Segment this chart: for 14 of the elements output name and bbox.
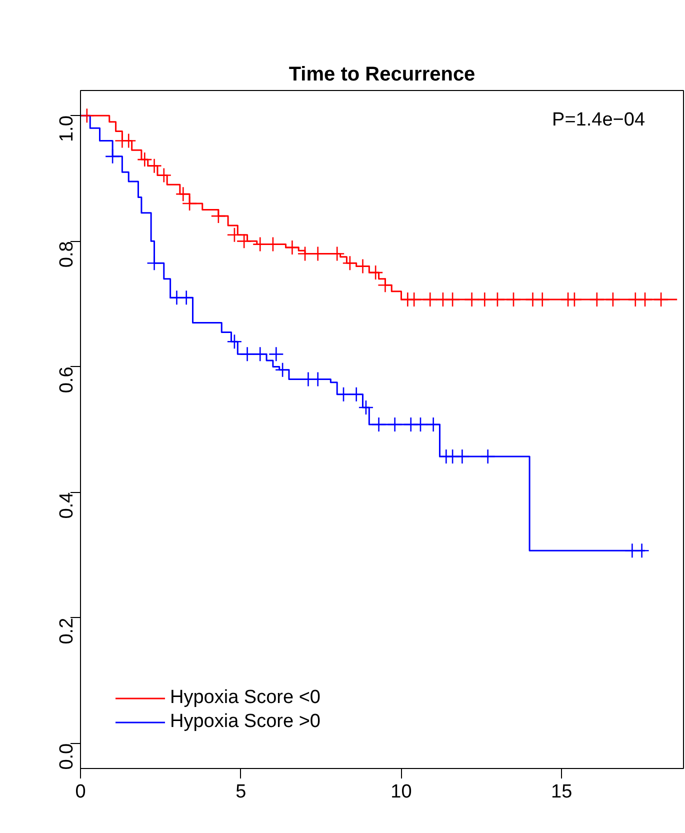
x-tick-label: 15 bbox=[551, 782, 572, 802]
y-tick-label: 0.6 bbox=[56, 366, 78, 394]
y-tick-label: 0.4 bbox=[56, 492, 78, 519]
y-tick-label: 0.2 bbox=[56, 618, 78, 644]
x-tick-label: 0 bbox=[75, 782, 86, 802]
x-tick-label: 5 bbox=[236, 782, 246, 802]
annotation: P=1.4e−04 bbox=[552, 109, 646, 130]
y-tick-label: 1.0 bbox=[56, 116, 78, 142]
chart-title: Time to Recurrence bbox=[288, 64, 476, 86]
legend-label: Hypoxia Score <0 bbox=[170, 687, 320, 709]
x-tick-label: 10 bbox=[390, 782, 412, 802]
legend-label: Hypoxia Score >0 bbox=[170, 711, 320, 733]
y-tick-label: 0.0 bbox=[56, 743, 78, 770]
y-tick-label: 0.8 bbox=[56, 241, 78, 268]
